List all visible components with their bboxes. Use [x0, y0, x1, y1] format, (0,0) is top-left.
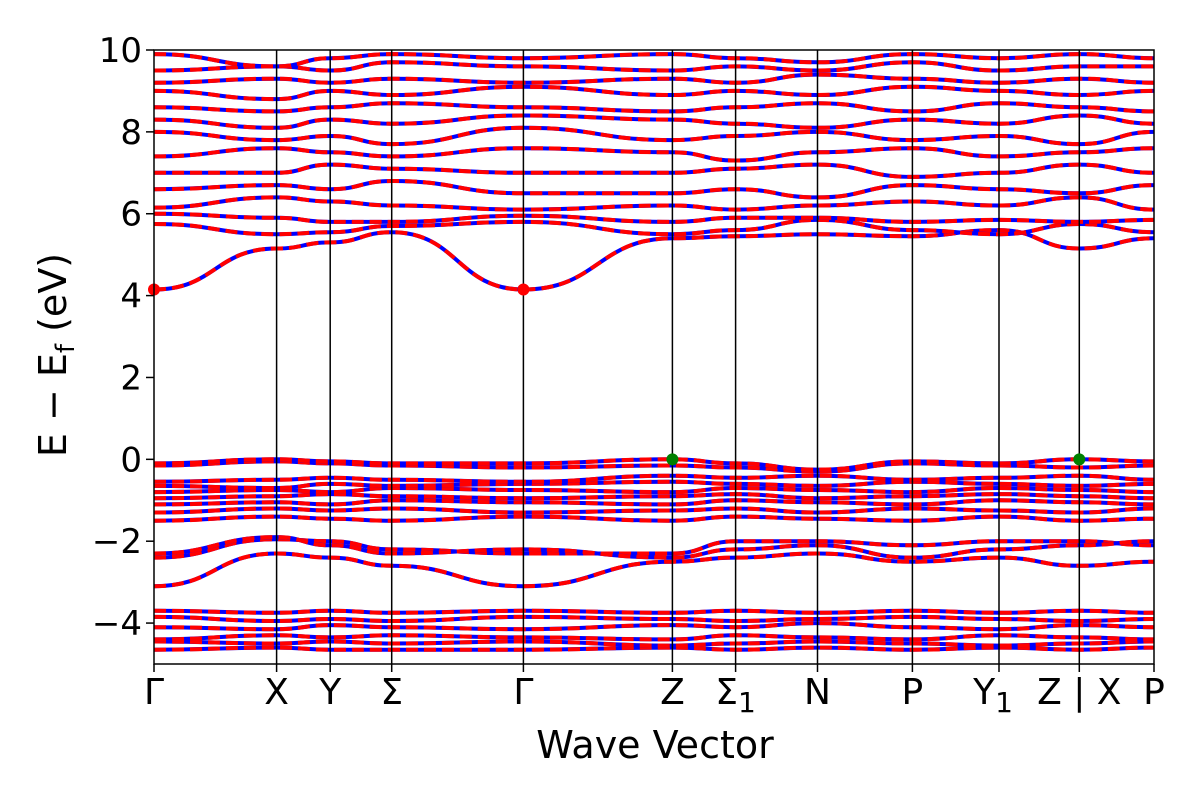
- band-line-spin-up: [153, 645, 1155, 652]
- band-line-spin-up: [153, 485, 1155, 495]
- kpoint-label: P: [1143, 672, 1165, 713]
- plot-frame: [153, 49, 1155, 665]
- band-line-spin-up: [153, 162, 1155, 179]
- y-axis-ticks: 10 8 6 4 2 0 −2 −4: [92, 31, 154, 644]
- kpoint-label: Y: [318, 672, 342, 713]
- kpoint-label: Z | X: [1037, 672, 1121, 713]
- y-tick-label: −2: [92, 522, 142, 562]
- band-line-spin-up: [153, 113, 1155, 130]
- kpoint-label: Σ: [380, 672, 403, 713]
- kpoint-label: N: [804, 672, 831, 713]
- band-extrema-markers: [148, 283, 1086, 466]
- vbm-marker: [1073, 453, 1086, 466]
- kpoint-label: P: [902, 672, 924, 713]
- band-line-spin-up: [153, 195, 1155, 212]
- band-line-spin-up: [153, 492, 1155, 501]
- band-line-spin-up: [153, 125, 1155, 147]
- y-tick-label: 2: [120, 358, 142, 398]
- band-line-spin-up: [153, 479, 1155, 491]
- kpoint-label: Γ: [144, 672, 164, 713]
- y-axis-label-subscript: f: [51, 343, 81, 353]
- kpoint-label: Σ1: [715, 672, 756, 719]
- y-tick-label: 10: [99, 31, 142, 71]
- y-axis-label-unit: (eV): [31, 253, 75, 344]
- band-line-spin-down: [153, 228, 1155, 292]
- band-line-spin-up: [153, 633, 1155, 642]
- y-tick-label: 4: [120, 277, 142, 317]
- kpoint-label: Y1: [972, 672, 1013, 719]
- y-tick-label: 6: [120, 195, 142, 235]
- band-line-spin-up: [153, 146, 1155, 163]
- y-tick-label: 8: [120, 113, 142, 153]
- band-line-spin-up: [153, 473, 1155, 484]
- band-line-spin-up: [153, 498, 1155, 507]
- band-lines: [153, 52, 1155, 652]
- x-axis-label: Wave Vector: [536, 723, 774, 767]
- y-axis-label-main: E − E: [31, 353, 75, 457]
- y-tick-label: −4: [92, 604, 142, 644]
- band-line-spin-up: [153, 608, 1155, 615]
- band-line-spin-up: [153, 178, 1155, 200]
- kpoint-divider-lines: [275, 50, 1081, 664]
- y-tick-label: 0: [120, 440, 142, 480]
- kpoint-label: Γ: [513, 672, 533, 713]
- x-axis-kpoint-labels: Γ X Y Σ Γ Z Σ1 N P Y1 Z | X P: [144, 664, 1165, 719]
- kpoint-label: Z: [660, 672, 685, 713]
- band-line-spin-up: [153, 639, 1155, 648]
- band-line-spin-up: [153, 621, 1155, 632]
- cbm-marker: [517, 283, 530, 296]
- band-line-spin-up: [153, 217, 1155, 237]
- kpoint-label: X: [264, 672, 289, 713]
- band-line-spin-up: [153, 614, 1155, 624]
- vbm-marker: [666, 453, 679, 466]
- band-line-spin-up: [153, 506, 1155, 515]
- y-axis-label: E − Ef (eV): [31, 253, 81, 457]
- band-line-spin-up: [153, 514, 1155, 523]
